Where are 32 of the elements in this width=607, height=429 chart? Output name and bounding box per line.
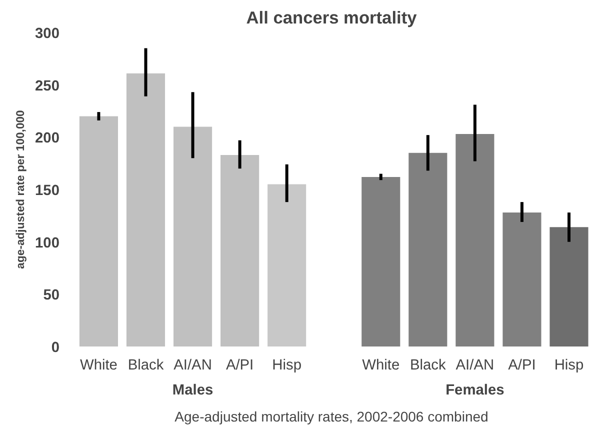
y-tick-label: 200 — [35, 130, 60, 147]
bar — [220, 154, 260, 346]
bar — [173, 126, 212, 346]
bar — [362, 176, 400, 346]
bar — [408, 152, 448, 346]
y-tick-label: 150 — [35, 183, 60, 199]
bar — [79, 116, 118, 346]
text: Males — [172, 382, 214, 398]
x-tick-label: Black — [128, 358, 164, 374]
x-tick-label: White — [80, 358, 118, 374]
bar — [502, 212, 542, 346]
x-tick-label: AI/AN — [456, 358, 494, 374]
text: Age-adjusted mortality rates, 2002-2006 combined — [174, 408, 488, 424]
x-tick-label: Black — [410, 358, 446, 374]
x-tick-label: A/PI — [226, 358, 254, 374]
x-tick-label: Hisp — [272, 358, 302, 374]
text: Females — [446, 382, 504, 398]
bar — [126, 73, 166, 346]
x-tick-label: White — [362, 358, 400, 374]
bar — [550, 227, 588, 346]
x-tick-label: AI/AN — [174, 358, 212, 374]
y-tick-label: 100 — [35, 235, 60, 252]
y-axis-title: age-adjusted rate per 100,000 — [15, 110, 28, 269]
y-tick-label: 50 — [43, 288, 60, 304]
y-tick-label: 300 — [35, 26, 60, 42]
chart-title: All cancers mortality — [246, 8, 418, 28]
y-tick-label: 0 — [51, 340, 60, 356]
x-tick-label: A/PI — [508, 358, 536, 374]
x-tick-label: Hisp — [554, 358, 584, 374]
bar — [268, 184, 306, 346]
y-tick-label: 250 — [35, 78, 60, 94]
bar — [456, 134, 494, 346]
